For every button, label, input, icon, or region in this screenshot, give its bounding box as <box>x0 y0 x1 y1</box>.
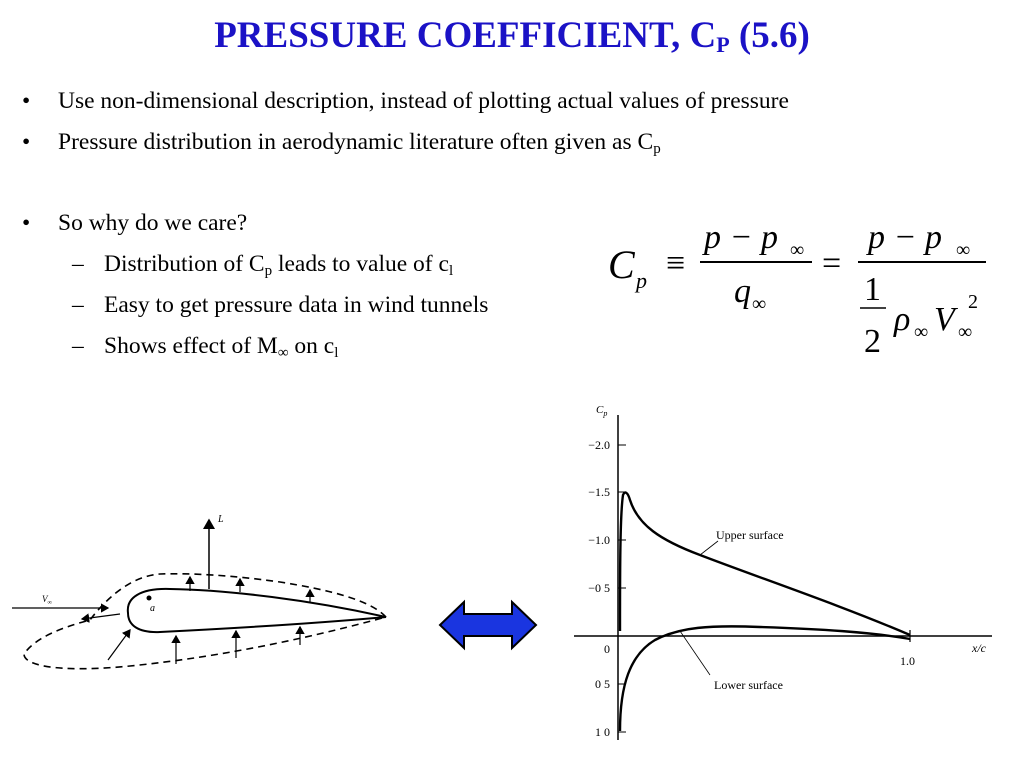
upper-surface-curve <box>618 491 911 637</box>
bullet-text: So why do we care? <box>58 210 248 236</box>
cp-tick-label: −1.0 <box>588 533 610 547</box>
airfoil-shape <box>126 587 387 634</box>
slide-title: PRESSURE COEFFICIENT, CP (5.6) <box>0 14 1024 58</box>
cp-tick-label: −1.5 <box>588 485 610 499</box>
formula-inf: ∞ <box>752 293 766 315</box>
formula-equiv: ≡ <box>666 245 685 282</box>
cp-tick-label: 1 0 <box>595 725 610 739</box>
formula-inf: ∞ <box>956 239 970 261</box>
cp-tick-label: 0 5 <box>595 677 610 691</box>
bullet-text: Easy to get pressure data in wind tunnel… <box>104 292 489 318</box>
lower-label-leader <box>679 630 711 676</box>
pressure-envelope <box>23 572 387 670</box>
bullet-mark: • <box>22 210 31 236</box>
double-arrow-shape <box>438 599 538 651</box>
bullet-subscript: p <box>264 263 273 279</box>
bullet-mark: • <box>22 88 31 114</box>
bullet-text: Distribution of C <box>104 251 265 277</box>
formula-square: 2 <box>968 291 978 313</box>
cp-formula: C p ≡ p − p ∞ q ∞ = p − p ∞ 1 2 ρ ∞ V ∞ … <box>608 219 986 360</box>
formula-cp: C <box>608 242 636 287</box>
formula-inf: ∞ <box>790 239 804 261</box>
x-axis-label: x/c <box>971 641 987 655</box>
bullet-mark: • <box>22 129 31 155</box>
x-tick-label: 1.0 <box>900 654 915 668</box>
bullet-subscript: l <box>448 263 454 279</box>
bullet-subscript: ∞ <box>277 345 289 361</box>
title-text: PRESSURE COEFFICIENT, C <box>214 15 717 56</box>
point-a-label: a <box>150 603 155 614</box>
airfoil-figure: L V∞ a <box>12 514 387 670</box>
bullet-text: Shows effect of M <box>104 333 278 359</box>
bullet-subscript: p <box>653 141 661 157</box>
formula-rho: ρ <box>893 301 910 338</box>
bullet-text-after: leads to value of c <box>272 251 449 277</box>
formula-numerator-left: p − p <box>702 219 778 256</box>
bullet-text-after: on c <box>288 333 335 359</box>
formula-numerator-right: p − p <box>866 219 942 256</box>
title-subscript: P <box>716 32 730 57</box>
sub-bullet-mark: – <box>72 292 84 318</box>
bullet-subscript: l <box>334 345 339 361</box>
upper-label-leader <box>699 540 719 556</box>
lower-pressure-arrow <box>107 629 131 661</box>
formula-equals: = <box>822 245 841 282</box>
double-arrow-icon <box>438 599 538 651</box>
sub-bullet-mark: – <box>72 251 84 277</box>
lift-label: L <box>217 514 224 525</box>
lower-surface-label: Lower surface <box>714 678 783 692</box>
cp-tick-label: −2.0 <box>588 438 610 452</box>
upper-surface-label: Upper surface <box>716 528 784 542</box>
formula-half-den: 2 <box>864 323 881 360</box>
lower-pressure-arrow <box>80 613 121 623</box>
cp-tick-label: 0 <box>604 642 610 656</box>
formula-inf: ∞ <box>958 321 972 343</box>
cp-tick-label: −0 5 <box>588 581 610 595</box>
formula-cp-subscript: p <box>634 268 647 293</box>
cp-plot: Cp −2.0 −1.5 −1.0 −0 5 0 0 5 1 0 x/c 1.0… <box>574 404 992 740</box>
velocity-label: V∞ <box>42 594 53 606</box>
formula-inf: ∞ <box>914 321 928 343</box>
formula-q: q <box>734 273 751 310</box>
cp-axis-label: Cp <box>596 404 607 418</box>
lower-surface-curve <box>618 625 911 732</box>
formula-v: V <box>934 301 959 338</box>
bullet-text: Pressure distribution in aerodynamic lit… <box>58 129 654 155</box>
formula-half-num: 1 <box>864 271 881 308</box>
title-suffix: (5.6) <box>729 15 810 56</box>
point-a-marker <box>146 595 152 601</box>
bullet-text: Use non-dimensional description, instead… <box>58 88 789 114</box>
sub-bullet-mark: – <box>72 333 84 359</box>
